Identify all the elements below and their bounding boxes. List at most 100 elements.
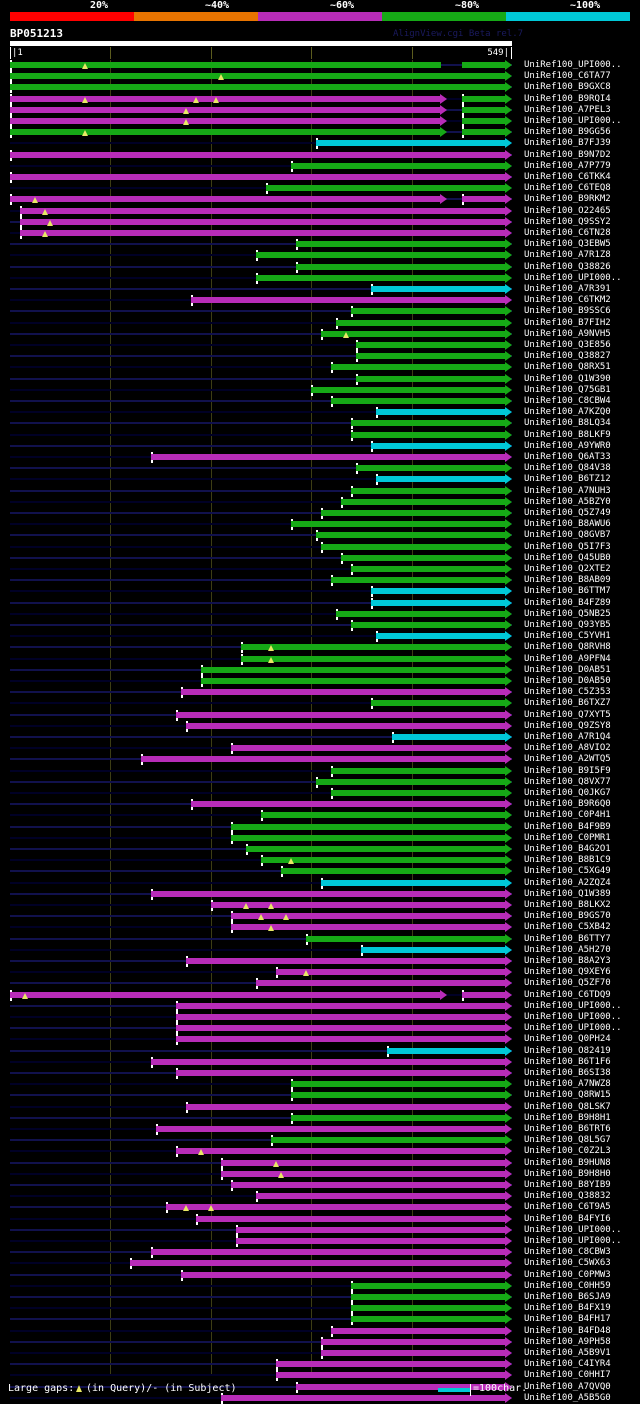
hit-segment[interactable] [230, 1182, 506, 1188]
hit-segment[interactable] [336, 610, 506, 617]
hit-row[interactable]: UniRef100_A7R391 [0, 284, 640, 295]
hit-row[interactable]: UniRef100_C6TA77 [0, 71, 640, 83]
hit-row[interactable]: UniRef100_Q8GVB7 [0, 530, 640, 542]
hit-row[interactable]: UniRef100_C0PMR1 [0, 832, 640, 844]
hit-row[interactable]: UniRef100_A9NVH5 [0, 328, 640, 340]
hit-label[interactable]: UniRef100_Q8L5G7 [524, 1135, 611, 1146]
hit-segment[interactable] [220, 1159, 506, 1166]
hit-label[interactable]: UniRef100_B8AWU6 [524, 519, 611, 530]
hit-label[interactable]: UniRef100_A2WTQ5 [524, 754, 611, 765]
hit-segment[interactable] [20, 230, 506, 236]
hit-segment[interactable] [291, 1092, 506, 1099]
hit-segment[interactable] [240, 655, 506, 662]
hit-segment[interactable] [276, 1361, 506, 1368]
hit-row[interactable]: UniRef100_C6TDQ9 [0, 989, 640, 1001]
hit-row[interactable]: UniRef100_B4FX19 [0, 1303, 640, 1315]
hit-segment[interactable] [175, 1014, 506, 1020]
hit-row[interactable]: UniRef100_A7R1Z8 [0, 250, 640, 262]
hit-segment[interactable] [255, 274, 506, 281]
hit-segment[interactable] [271, 1137, 506, 1144]
hit-label[interactable]: UniRef100_B8B1C9 [524, 855, 611, 866]
hit-row[interactable]: UniRef100_B8AB09 [0, 575, 640, 587]
hit-label[interactable]: UniRef100_Q0JKG7 [524, 788, 611, 798]
hit-label[interactable]: UniRef100_Q8RW15 [524, 1090, 611, 1101]
hit-label[interactable]: UniRef100_B8LKX2 [524, 900, 611, 910]
hit-label[interactable]: UniRef100_C0PMW3 [524, 1269, 611, 1280]
hit-segment[interactable] [296, 1383, 506, 1390]
hit-row[interactable]: UniRef100_Q2XTE2 [0, 564, 640, 575]
hit-label[interactable]: UniRef100_C0HH59 [524, 1280, 611, 1291]
hit-label[interactable]: UniRef100_C5YVH1 [524, 631, 611, 642]
hit-row[interactable]: UniRef100_Q38832 [0, 1191, 640, 1203]
hit-row[interactable]: UniRef100_C0PMW3 [0, 1269, 640, 1281]
hit-label[interactable]: UniRef100_A8VIO2 [524, 743, 611, 754]
hit-label[interactable]: UniRef100_UPI000.. [524, 1224, 622, 1235]
hit-segment[interactable] [230, 823, 506, 830]
hit-label[interactable]: UniRef100_B9R6Q0 [524, 799, 611, 810]
hit-segment[interactable] [321, 879, 506, 886]
hit-row[interactable]: UniRef100_UPI000.. [0, 272, 640, 284]
hit-segment[interactable] [261, 812, 506, 819]
hit-row[interactable]: UniRef100_Q38826 [0, 261, 640, 273]
hit-label[interactable]: UniRef100_Q8LSK7 [524, 1101, 611, 1112]
hit-label[interactable]: UniRef100_Q3EBW5 [524, 239, 611, 250]
hit-segment[interactable] [185, 722, 506, 729]
hit-row[interactable]: UniRef100_Q45UB0 [0, 552, 640, 564]
hit-label[interactable]: UniRef100_C8CBW4 [524, 396, 611, 406]
hit-label[interactable]: UniRef100_B4FD48 [524, 1325, 611, 1336]
hit-row[interactable]: UniRef100_Q93YB5 [0, 620, 640, 631]
hit-row[interactable]: UniRef100_A5H270 [0, 944, 640, 956]
hit-segment[interactable] [461, 991, 506, 998]
hit-row[interactable]: UniRef100_A7NUH3 [0, 485, 640, 497]
hit-label[interactable]: UniRef100_Q84V38 [524, 463, 611, 474]
hit-row[interactable]: UniRef100_B9GS70 [0, 911, 640, 923]
hit-segment[interactable] [331, 577, 506, 584]
hit-row[interactable]: UniRef100_B9I5F9 [0, 765, 640, 777]
hit-row[interactable]: UniRef100_B8A2Y3 [0, 956, 640, 967]
hit-segment[interactable] [175, 1002, 506, 1009]
hit-label[interactable]: UniRef100_A5BZY0 [524, 496, 611, 507]
hit-label[interactable]: UniRef100_Q7XYT5 [524, 709, 611, 720]
hit-label[interactable]: UniRef100_A9PFN4 [524, 653, 611, 664]
hit-row[interactable]: UniRef100_Q0JKG7 [0, 788, 640, 799]
hit-row[interactable]: UniRef100_B9GG56 [0, 127, 640, 139]
hit-label[interactable]: UniRef100_C6TKK4 [524, 172, 611, 182]
hit-segment[interactable] [296, 241, 506, 248]
hit-segment[interactable] [175, 1070, 506, 1076]
hit-row[interactable]: UniRef100_Q8RW15 [0, 1090, 640, 1102]
hit-label[interactable]: UniRef100_B9HUN8 [524, 1157, 611, 1168]
hit-segment[interactable] [180, 689, 506, 696]
hit-row[interactable]: UniRef100_C0Z2L3 [0, 1146, 640, 1158]
hit-row[interactable]: UniRef100_B6SI38 [0, 1068, 640, 1079]
hit-label[interactable]: UniRef100_C6TN28 [524, 228, 611, 238]
hit-row[interactable]: UniRef100_UPI000.. [0, 1023, 640, 1035]
hit-label[interactable]: UniRef100_Q8RVH8 [524, 642, 611, 653]
hit-row[interactable]: UniRef100_B9RQI4 [0, 93, 640, 105]
hit-segment[interactable] [210, 902, 506, 908]
hit-label[interactable]: UniRef100_Q75GB1 [524, 384, 611, 395]
hit-segment[interactable] [245, 846, 506, 852]
hit-segment[interactable] [175, 711, 506, 718]
hit-row[interactable]: UniRef100_B4FD48 [0, 1325, 640, 1337]
hit-label[interactable]: UniRef100_B7FJ39 [524, 138, 611, 149]
hit-row[interactable]: UniRef100_B6TZ12 [0, 474, 640, 486]
hit-segment[interactable] [10, 118, 441, 124]
hit-segment[interactable] [220, 1394, 506, 1401]
hit-row[interactable]: UniRef100_Q7XYT5 [0, 709, 640, 721]
hit-segment[interactable] [230, 834, 506, 841]
hit-row[interactable]: UniRef100_C8CBW3 [0, 1247, 640, 1259]
hit-label[interactable]: UniRef100_Q9SSY2 [524, 216, 611, 227]
hit-label[interactable]: UniRef100_Q3E856 [524, 340, 611, 350]
hit-label[interactable]: UniRef100_C0HHI7 [524, 1370, 611, 1381]
hit-label[interactable]: UniRef100_C5WX63 [524, 1258, 611, 1269]
hit-segment[interactable] [185, 958, 506, 964]
hit-segment[interactable] [341, 498, 506, 505]
hit-row[interactable]: UniRef100_A2WTQ5 [0, 754, 640, 766]
hit-label[interactable]: UniRef100_B4FH17 [524, 1314, 611, 1325]
hit-row[interactable]: UniRef100_B9SSC6 [0, 306, 640, 318]
hit-row[interactable]: UniRef100_Q38827 [0, 351, 640, 363]
hit-label[interactable]: UniRef100_B6SJA9 [524, 1292, 611, 1302]
hit-label[interactable]: UniRef100_A7KZQ0 [524, 407, 611, 418]
hit-label[interactable]: UniRef100_C8CBW3 [524, 1247, 611, 1258]
hit-label[interactable]: UniRef100_Q5NB25 [524, 608, 611, 619]
